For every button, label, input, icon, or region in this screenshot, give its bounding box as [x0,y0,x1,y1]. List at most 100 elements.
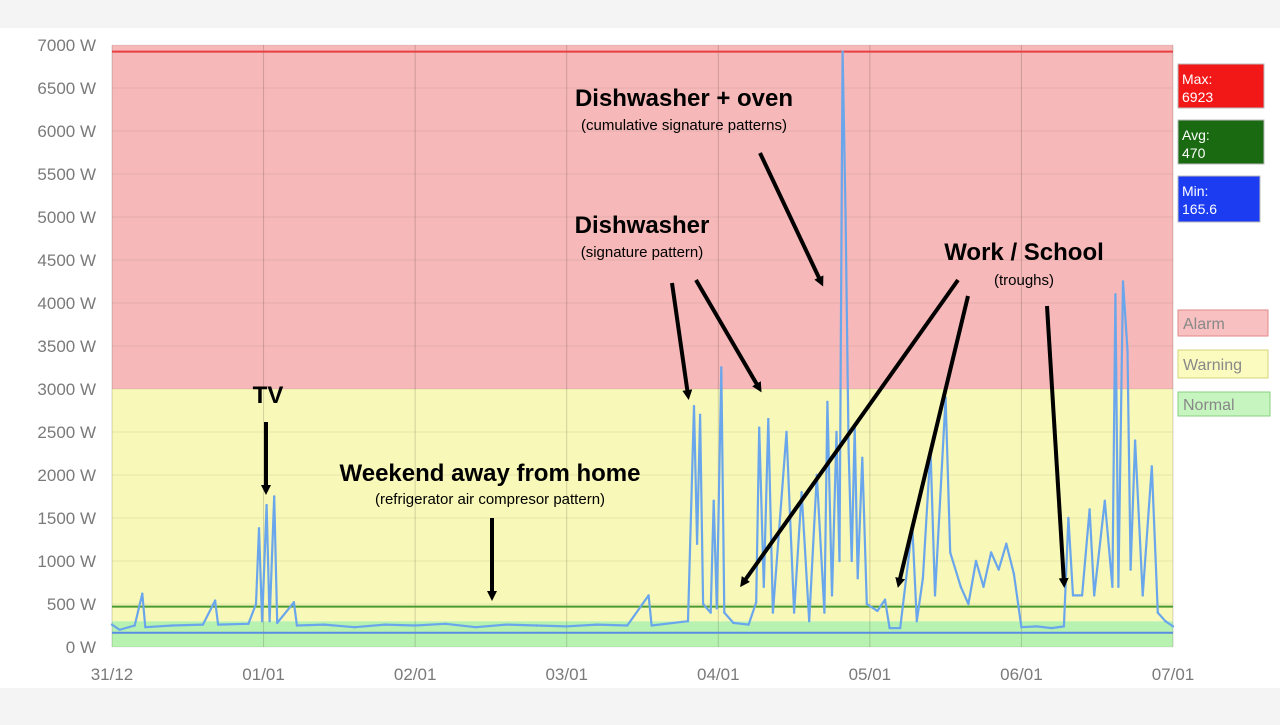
max-stat-label: Max: [1182,71,1212,87]
data-point [841,50,844,53]
data-point [698,413,702,416]
data-point [1071,594,1075,597]
data-point [595,623,599,626]
data-point [647,594,650,597]
data-point [1141,594,1144,597]
annotation-work-school-title: Work / School [944,239,1104,266]
data-point [1012,572,1016,576]
data-point [949,551,952,554]
series-layer [110,50,1175,631]
data-point [701,602,705,606]
y-tick-label: 2000 W [37,466,96,485]
data-point [1005,542,1008,545]
data-point [838,559,841,563]
max-stat-value: 6923 [1182,89,1213,105]
x-tick-label: 02/01 [394,665,437,684]
legend-alarm: Alarm [1177,309,1269,337]
data-point [1080,594,1084,597]
avg-stat-value: 470 [1182,145,1206,161]
data-point [1117,585,1120,588]
y-tick-label: 5500 W [37,165,96,184]
data-point [144,626,147,629]
data-point [709,611,712,614]
data-point [982,585,985,588]
data-point [720,366,723,369]
legend-normal-label: Normal [1183,397,1235,414]
data-point [997,568,1000,571]
data-point [785,430,788,434]
data-point [792,611,796,614]
x-tick-label: 31/12 [91,665,134,684]
y-tick-label: 1000 W [37,552,96,571]
x-tick-label: 05/01 [849,665,892,684]
annotation-dishwasher-title: Dishwasher [575,212,710,239]
data-point [723,611,726,614]
y-tick-label: 3000 W [37,380,96,399]
annotation-dishwasher-oven-subtitle: (cumulative signature patterns) [581,117,787,134]
data-point [844,215,847,219]
annotation-work-school-arrow-1 [740,278,960,588]
data-point [933,594,937,597]
x-tick-label: 03/01 [545,665,588,684]
data-point [826,400,829,404]
band-alarm [112,45,1173,389]
data-point [1114,293,1117,296]
data-point [755,601,758,604]
legend-warning-label: Warning [1183,357,1242,374]
data-point [383,623,386,626]
data-point [712,499,715,502]
data-point [141,592,144,595]
data-point [732,621,735,625]
legend-warning: Warning [1177,349,1269,379]
y-tick-label: 4500 W [37,251,96,270]
data-point [767,417,770,421]
data-point [257,527,261,530]
data-point [276,621,279,625]
data-point [1133,439,1137,442]
y-tick-label: 500 W [47,595,96,614]
data-point [247,622,250,625]
data-point [1150,465,1154,468]
data-point [1103,499,1107,502]
data-point [323,623,326,626]
max-stat-swatch [1177,63,1265,109]
data-point [883,598,887,601]
data-point [715,607,718,610]
data-point [856,577,859,580]
data-point [474,626,477,629]
data-point [967,602,970,606]
x-axis-ticks: 31/12 01/01 02/01 03/01 04/01 05/01 06/01 07/01 [91,665,1195,684]
data-point [273,495,276,498]
y-tick-label: 6500 W [37,79,96,98]
data-point [413,624,417,627]
y-tick-label: 5000 W [37,208,96,227]
data-point [353,626,356,629]
data-point [771,611,775,614]
data-point [1050,626,1053,630]
data-point [899,626,902,630]
data-point [1062,625,1066,628]
data-point [747,623,750,626]
data-point [292,601,296,604]
data-point [1067,516,1070,520]
y-tick-label: 2500 W [37,423,96,442]
data-point [565,625,568,628]
data-point [850,559,853,563]
x-tick-label: 06/01 [1000,665,1043,684]
data-point [989,551,993,554]
min-stat-swatch [1177,175,1261,223]
data-point [835,430,838,434]
data-point [295,624,299,627]
x-tick-label: 04/01 [697,665,740,684]
data-point [915,620,918,623]
min-stat-value: 165.6 [1182,201,1217,217]
legend-alarm-swatch [1177,309,1269,337]
data-point [808,620,811,623]
data-point [260,620,264,623]
avg-stat-swatch [1177,119,1265,165]
annotation-dishwasher-arrow-2 [694,278,762,393]
data-point [695,542,699,545]
data-point [847,448,850,451]
